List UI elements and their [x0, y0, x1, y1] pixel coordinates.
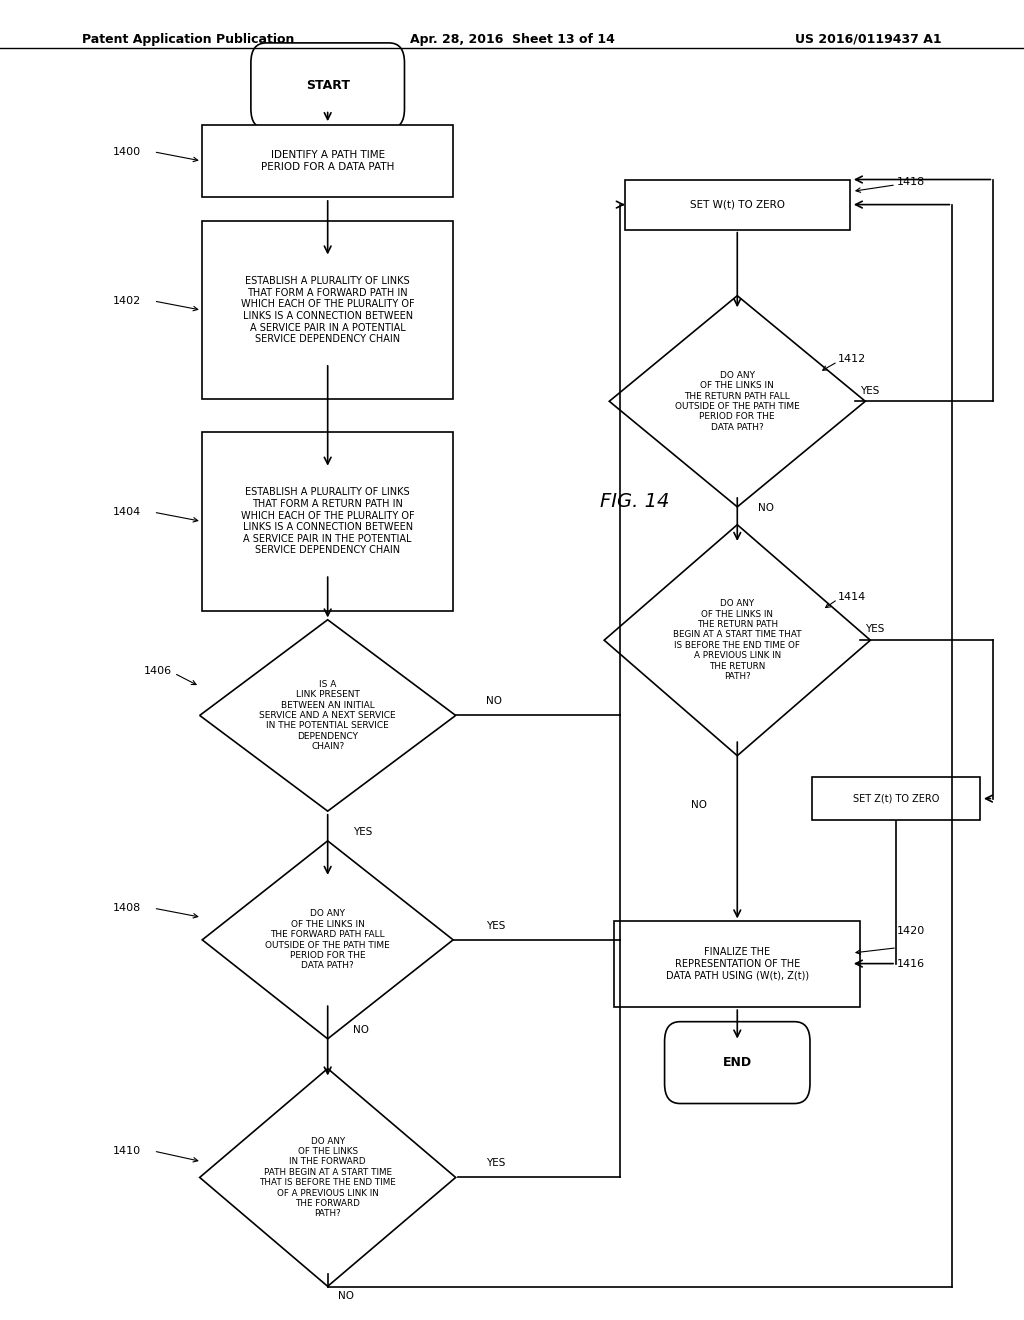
- Text: NO: NO: [338, 1291, 354, 1302]
- FancyBboxPatch shape: [614, 921, 860, 1006]
- Text: NO: NO: [758, 503, 774, 513]
- Text: DO ANY
OF THE LINKS IN
THE FORWARD PATH FALL
OUTSIDE OF THE PATH TIME
PERIOD FOR: DO ANY OF THE LINKS IN THE FORWARD PATH …: [265, 909, 390, 970]
- Text: 1414: 1414: [838, 591, 866, 602]
- Text: YES: YES: [865, 623, 885, 634]
- Text: YES: YES: [860, 385, 880, 396]
- Text: 1404: 1404: [113, 507, 141, 517]
- FancyBboxPatch shape: [251, 42, 404, 128]
- FancyBboxPatch shape: [665, 1022, 810, 1104]
- Text: 1420: 1420: [897, 925, 926, 936]
- Text: IS A
LINK PRESENT
BETWEEN AN INITIAL
SERVICE AND A NEXT SERVICE
IN THE POTENTIAL: IS A LINK PRESENT BETWEEN AN INITIAL SER…: [259, 680, 396, 751]
- Text: FIG. 14: FIG. 14: [600, 492, 670, 511]
- Text: 1406: 1406: [144, 665, 172, 676]
- Polygon shape: [604, 524, 870, 755]
- Text: SET Z(t) TO ZERO: SET Z(t) TO ZERO: [853, 793, 939, 804]
- Polygon shape: [203, 841, 453, 1039]
- Text: DO ANY
OF THE LINKS IN
THE RETURN PATH FALL
OUTSIDE OF THE PATH TIME
PERIOD FOR : DO ANY OF THE LINKS IN THE RETURN PATH F…: [675, 371, 800, 432]
- Text: 1418: 1418: [897, 177, 926, 187]
- Text: END: END: [723, 1056, 752, 1069]
- Text: START: START: [306, 79, 349, 92]
- Text: DO ANY
OF THE LINKS IN
THE RETURN PATH
BEGIN AT A START TIME THAT
IS BEFORE THE : DO ANY OF THE LINKS IN THE RETURN PATH B…: [673, 599, 802, 681]
- Text: 1410: 1410: [114, 1146, 141, 1156]
- FancyBboxPatch shape: [811, 776, 981, 820]
- Text: US 2016/0119437 A1: US 2016/0119437 A1: [796, 33, 942, 46]
- Text: 1412: 1412: [838, 354, 866, 364]
- Text: ESTABLISH A PLURALITY OF LINKS
THAT FORM A FORWARD PATH IN
WHICH EACH OF THE PLU: ESTABLISH A PLURALITY OF LINKS THAT FORM…: [241, 276, 415, 345]
- FancyBboxPatch shape: [203, 220, 453, 399]
- FancyBboxPatch shape: [203, 433, 453, 610]
- Text: Apr. 28, 2016  Sheet 13 of 14: Apr. 28, 2016 Sheet 13 of 14: [410, 33, 614, 46]
- Text: 1400: 1400: [114, 147, 141, 157]
- Text: Patent Application Publication: Patent Application Publication: [82, 33, 294, 46]
- Text: SET W(t) TO ZERO: SET W(t) TO ZERO: [690, 199, 784, 210]
- Text: FINALIZE THE
REPRESENTATION OF THE
DATA PATH USING (W(t), Z(t)): FINALIZE THE REPRESENTATION OF THE DATA …: [666, 946, 809, 981]
- Text: NO: NO: [690, 800, 707, 810]
- Text: 1402: 1402: [113, 296, 141, 306]
- Polygon shape: [200, 620, 456, 810]
- Polygon shape: [200, 1069, 456, 1286]
- Text: YES: YES: [486, 1158, 506, 1168]
- Text: YES: YES: [486, 920, 506, 931]
- Text: 1416: 1416: [897, 958, 925, 969]
- Polygon shape: [609, 296, 865, 507]
- Text: ESTABLISH A PLURALITY OF LINKS
THAT FORM A RETURN PATH IN
WHICH EACH OF THE PLUR: ESTABLISH A PLURALITY OF LINKS THAT FORM…: [241, 487, 415, 556]
- Text: IDENTIFY A PATH TIME
PERIOD FOR A DATA PATH: IDENTIFY A PATH TIME PERIOD FOR A DATA P…: [261, 150, 394, 172]
- Text: 1408: 1408: [113, 903, 141, 913]
- Text: DO ANY
OF THE LINKS
IN THE FORWARD
PATH BEGIN AT A START TIME
THAT IS BEFORE THE: DO ANY OF THE LINKS IN THE FORWARD PATH …: [259, 1137, 396, 1218]
- Text: NO: NO: [353, 1024, 370, 1035]
- FancyBboxPatch shape: [625, 180, 850, 230]
- FancyBboxPatch shape: [203, 124, 453, 197]
- Text: NO: NO: [486, 696, 503, 706]
- Text: YES: YES: [353, 826, 373, 837]
